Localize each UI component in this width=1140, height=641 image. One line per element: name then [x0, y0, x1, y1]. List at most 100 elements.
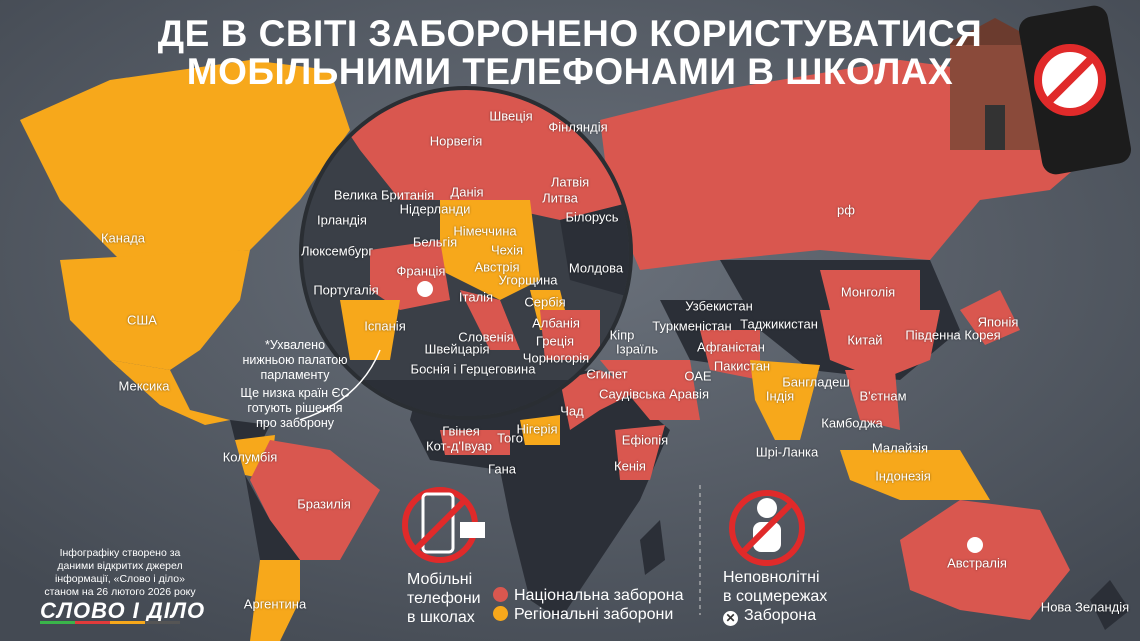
country-label: Сербія [524, 294, 566, 310]
country-label: Нідерланди [399, 201, 471, 217]
credit-line: Інфографіку створено за [59, 547, 181, 559]
country-label: Китай [847, 332, 883, 348]
note-line: парламенту [260, 368, 330, 382]
country-label: Індонезія [875, 468, 931, 484]
country-label: Боснія і Герцеговина [410, 361, 536, 377]
country-label: Туркменістан [652, 318, 732, 334]
mexico [110, 360, 230, 425]
country-label: Швеція [489, 108, 533, 124]
country-label: Чад [560, 403, 584, 419]
australia [900, 500, 1070, 620]
country-label: Чорногорія [522, 350, 590, 366]
country-label: Єгипет [586, 366, 628, 382]
credit-line: станом на 26 лютого 2026 року [44, 586, 196, 598]
legend-line: Мобільні [407, 571, 473, 588]
country-label: Німеччина [453, 223, 517, 239]
phone-prohibited-icon [1019, 5, 1131, 175]
country-label: Камбоджа [821, 415, 883, 431]
legend-line: телефони [407, 590, 481, 607]
note-line: про заборону [256, 416, 334, 430]
country-label: Кот-д'Івуар [426, 438, 492, 454]
country-label: Саудівська Аравія [599, 386, 709, 402]
country-label: Словенія [458, 329, 514, 345]
country-label: Канада [100, 230, 146, 246]
country-label: Франція [396, 263, 446, 279]
france-ban-marker [417, 281, 433, 297]
country-label: Литва [542, 190, 578, 206]
country-label: Ефіопія [621, 432, 669, 448]
legend-ban-label: Заборона [744, 607, 817, 624]
country-label: Люксембург [300, 243, 374, 259]
note-line: готують рішення [247, 401, 343, 415]
logo: СЛОВО І ДІЛО [40, 598, 206, 623]
country-label: Австрія [474, 259, 520, 275]
legend-regional-label: Регіональні заборони [514, 606, 674, 623]
ban-x-icon: ✕ [723, 611, 738, 626]
brazil [250, 440, 380, 560]
country-label: Монголія [840, 284, 896, 300]
country-label: Молдова [568, 260, 624, 276]
legend-regional: Регіональні заборони [493, 605, 673, 624]
national-ban-swatch [493, 587, 508, 602]
credit-text: Інфографіку створено за даними відкритих… [40, 547, 200, 599]
country-label: Аргентина [243, 596, 307, 612]
country-label: США [127, 312, 157, 328]
minor-social-ban-icon [729, 490, 805, 566]
country-label: Того [497, 430, 523, 446]
page-title-line2: МОБІЛЬНИМИ ТЕЛЕФОНАМИ В ШКОЛАХ [186, 51, 954, 92]
country-label: Італія [458, 289, 494, 305]
country-label: Ізраїль [615, 341, 659, 357]
credit-line: даними відкритих джерел [57, 560, 183, 572]
country-label: Іспанія [364, 318, 406, 334]
legend-phones-title: Мобільні телефони в школах [407, 570, 481, 627]
country-label: В'єтнам [859, 388, 907, 404]
logo-bar [40, 621, 180, 624]
country-label: Португалія [313, 282, 379, 298]
country-label: Бельгія [412, 234, 458, 250]
country-label: Гвінея [442, 423, 480, 439]
country-label: Афганістан [697, 339, 765, 355]
country-label: Колумбія [222, 449, 278, 465]
country-label: Австралія [947, 555, 1007, 571]
country-label: ОАЕ [684, 368, 712, 384]
country-label: Нова Зеландія [1040, 599, 1130, 615]
country-label: Норвегія [429, 133, 483, 149]
credit-line: інформації, «Слово і діло» [55, 573, 185, 585]
country-label: Фінляндія [548, 119, 608, 135]
country-label: Таджикистан [740, 316, 818, 332]
country-label: Малайзія [871, 440, 929, 456]
country-label: Білорусь [565, 209, 619, 225]
page-title-line1: ДЕ В СВІТІ ЗАБОРОНЕНО КОРИСТУВАТИСЯ [157, 13, 983, 54]
legend-line: в соцмережах [723, 588, 828, 605]
country-label: Мексика [118, 378, 170, 394]
country-label: Японія [977, 314, 1019, 330]
country-label: Гана [488, 461, 516, 477]
legend-national-label: Національна заборона [514, 587, 684, 604]
country-label: Греція [535, 333, 575, 349]
phone-ban-icon [402, 487, 485, 563]
usa [60, 250, 250, 370]
country-label: Південна Корея [905, 327, 1001, 343]
canada [20, 60, 350, 260]
legend-national: Національна заборона [493, 586, 683, 605]
legend-line: Неповнолітні [723, 569, 820, 586]
parliament-note: *Ухвалено нижньою палатою парламенту Ще … [230, 338, 360, 431]
country-label: Латвія [550, 174, 590, 190]
argentina [250, 560, 300, 641]
india [750, 360, 820, 440]
legend-line: в школах [407, 609, 475, 626]
country-label: Бангладеш [782, 374, 850, 390]
country-label: Чехія [490, 242, 524, 258]
australia-ban-marker [967, 537, 983, 553]
country-label: Кіпр [609, 327, 635, 343]
country-label: Швейцарія [424, 341, 490, 357]
country-label: Кенія [614, 458, 646, 474]
country-label: Бразилія [297, 496, 351, 512]
country-label: Пакистан [713, 358, 771, 374]
legend-minors-title: Неповнолітні в соцмережах ✕ Заборона [723, 568, 827, 626]
country-label: Угорщина [498, 272, 558, 288]
country-label: Ірландія [317, 212, 367, 228]
note-line: нижньою палатою [242, 353, 348, 367]
country-label: Албанія [532, 315, 580, 331]
